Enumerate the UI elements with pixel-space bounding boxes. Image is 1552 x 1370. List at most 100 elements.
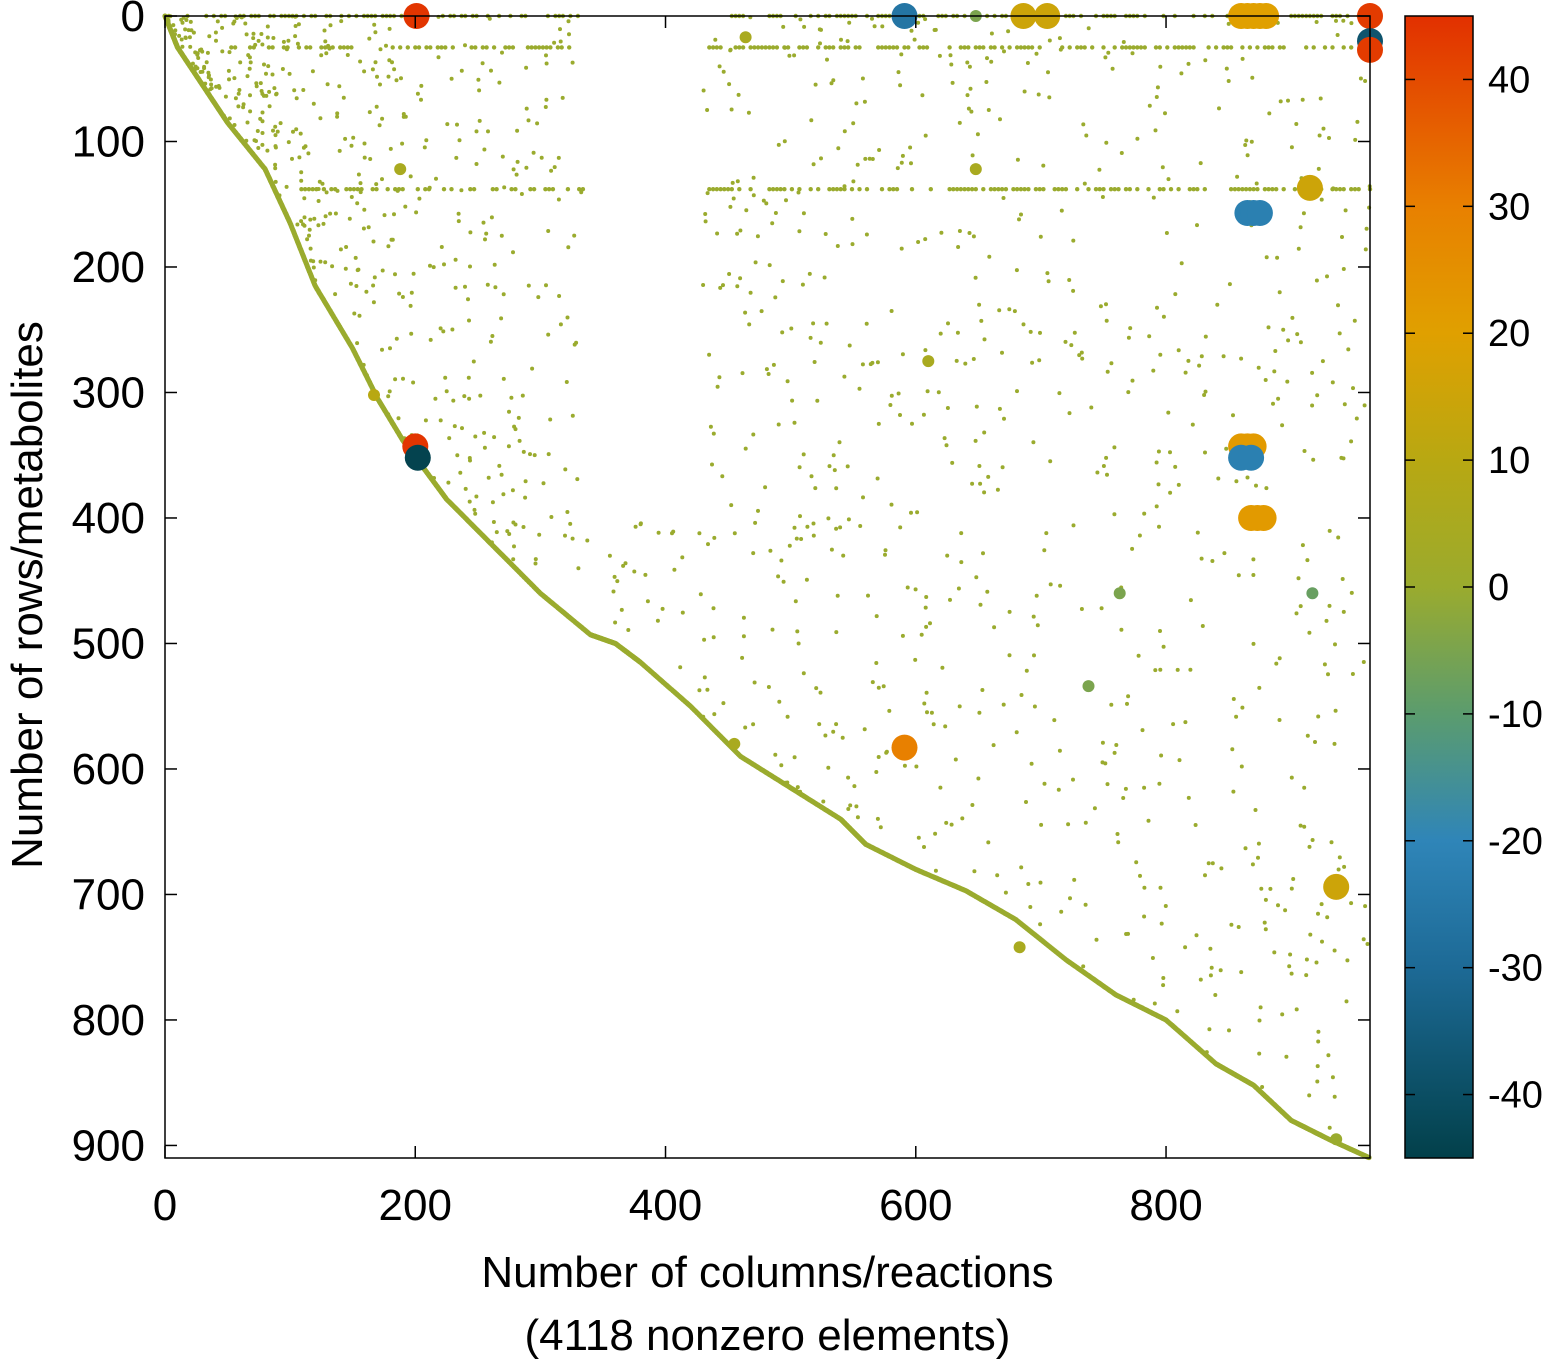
scattered-nonzero-point — [1063, 339, 1068, 344]
band-nonzero-point — [770, 187, 776, 192]
scattered-nonzero-point — [1044, 531, 1049, 536]
highlight-point — [1323, 873, 1350, 900]
scattered-nonzero-point — [226, 68, 231, 73]
scattered-nonzero-point — [260, 131, 265, 135]
scattered-nonzero-point — [736, 92, 741, 97]
scattered-nonzero-point — [850, 242, 855, 247]
band-nonzero-point — [1352, 187, 1358, 192]
scattered-nonzero-point — [1031, 440, 1036, 445]
scattered-nonzero-point — [1066, 822, 1071, 827]
scattered-nonzero-point — [355, 201, 360, 206]
scattered-nonzero-point — [298, 131, 303, 136]
scattered-nonzero-point — [847, 20, 852, 25]
band-nonzero-point — [1011, 187, 1016, 192]
scattered-nonzero-point — [232, 123, 237, 127]
scattered-nonzero-point — [1104, 140, 1109, 145]
band-nonzero-point — [778, 187, 783, 192]
scattered-nonzero-point — [1307, 844, 1312, 849]
y-tick-label: 100 — [72, 117, 145, 166]
scattered-nonzero-point — [1215, 302, 1220, 307]
scattered-nonzero-point — [1240, 56, 1245, 61]
scattered-nonzero-point — [330, 264, 335, 269]
scattered-nonzero-point — [845, 39, 850, 44]
scattered-nonzero-point — [290, 156, 294, 161]
band-nonzero-point — [999, 45, 1005, 50]
band-nonzero-point — [838, 187, 843, 192]
scattered-nonzero-point — [937, 53, 942, 58]
scattered-nonzero-point — [811, 521, 816, 526]
scattered-nonzero-point — [343, 266, 348, 271]
scattered-nonzero-point — [1287, 964, 1292, 969]
scattered-nonzero-point — [1042, 548, 1047, 553]
y-tick-label: 800 — [72, 996, 145, 1045]
scattered-nonzero-point — [488, 339, 493, 344]
scattered-nonzero-point — [792, 755, 797, 760]
scattered-nonzero-point — [1142, 785, 1147, 790]
scattered-nonzero-point — [1263, 378, 1268, 382]
band-nonzero-point — [774, 187, 780, 192]
scattered-nonzero-point — [619, 607, 624, 612]
band-nonzero-point — [529, 45, 534, 50]
scattered-nonzero-point — [1349, 901, 1354, 906]
scattered-nonzero-point — [281, 39, 286, 44]
scattered-nonzero-point — [773, 752, 778, 757]
scattered-nonzero-point — [1314, 278, 1319, 283]
scattered-nonzero-point — [836, 146, 841, 151]
scattered-nonzero-point — [343, 136, 348, 141]
scattered-nonzero-point — [900, 633, 905, 638]
band-nonzero-point — [992, 187, 997, 192]
scattered-nonzero-point — [1003, 890, 1008, 895]
scattered-nonzero-point — [1217, 106, 1221, 111]
band-nonzero-point — [405, 45, 410, 50]
scattered-nonzero-point — [761, 198, 766, 203]
scattered-nonzero-point — [922, 845, 926, 849]
scattered-nonzero-point — [1157, 781, 1162, 786]
scattered-nonzero-point — [1230, 747, 1235, 752]
scattered-nonzero-point — [293, 24, 298, 28]
scattered-nonzero-point — [953, 757, 958, 762]
scattered-nonzero-point — [494, 530, 499, 535]
scattered-nonzero-point — [655, 618, 660, 623]
scattered-nonzero-point — [480, 61, 485, 66]
band-nonzero-point — [443, 45, 448, 50]
scattered-nonzero-point — [1305, 733, 1310, 738]
scattered-nonzero-point — [1086, 26, 1091, 31]
scattered-nonzero-point — [1130, 51, 1135, 56]
scattered-nonzero-point — [1017, 217, 1021, 222]
scattered-nonzero-point — [284, 184, 289, 189]
scattered-nonzero-point — [260, 142, 265, 147]
scattered-nonzero-point — [985, 56, 989, 61]
scattered-nonzero-point — [1186, 795, 1191, 800]
scattered-nonzero-point — [237, 88, 242, 92]
scattered-nonzero-point — [874, 661, 879, 665]
scattered-nonzero-point — [876, 755, 881, 759]
band-nonzero-point — [543, 187, 548, 192]
band-nonzero-point — [1251, 187, 1256, 192]
scattered-nonzero-point — [1175, 667, 1180, 672]
band-nonzero-point — [1161, 187, 1166, 192]
scattered-nonzero-point — [1325, 915, 1330, 920]
scattered-nonzero-point — [184, 18, 189, 22]
scattered-nonzero-point — [521, 525, 526, 529]
highlight-point — [922, 355, 935, 368]
band-nonzero-point — [349, 45, 354, 50]
scattered-nonzero-point — [471, 359, 476, 364]
scattered-nonzero-point — [740, 655, 745, 660]
scattered-nonzero-point — [1036, 92, 1041, 97]
scattered-nonzero-point — [403, 204, 408, 209]
scattered-nonzero-point — [467, 396, 472, 401]
y-axis-label: Number of rows/metabolites — [3, 321, 52, 869]
scattered-nonzero-point — [1194, 933, 1199, 938]
scattered-nonzero-point — [505, 529, 510, 534]
band-nonzero-point — [416, 45, 422, 50]
band-nonzero-point — [789, 187, 795, 192]
band-nonzero-point — [1135, 45, 1140, 50]
scattered-nonzero-point — [556, 197, 561, 202]
y-tick-label: 900 — [72, 1121, 145, 1170]
scattered-nonzero-point — [1188, 598, 1193, 603]
band-nonzero-point — [748, 187, 753, 192]
scattered-nonzero-point — [763, 485, 768, 490]
scattered-nonzero-point — [481, 220, 486, 225]
band-nonzero-point — [1056, 187, 1061, 192]
highlight-point — [1296, 174, 1323, 201]
